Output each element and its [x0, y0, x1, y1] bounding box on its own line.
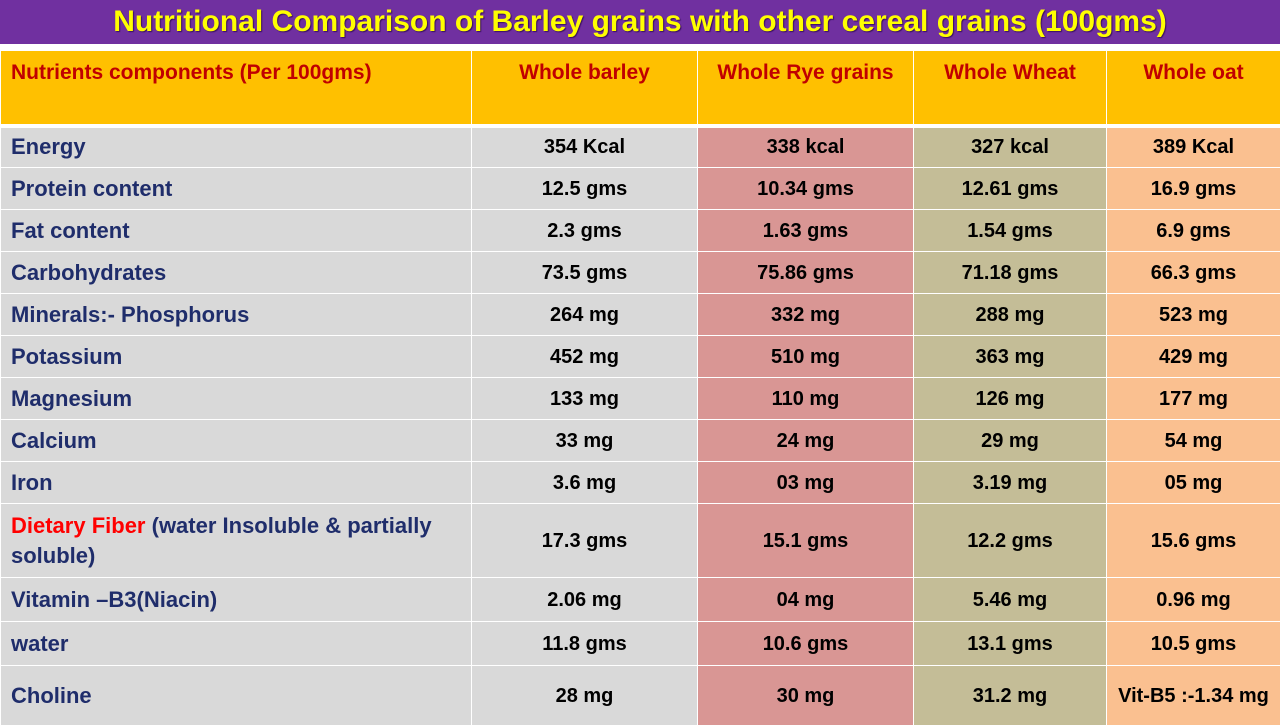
barley-value: 354 Kcal: [472, 126, 698, 168]
rye-value: 03 mg: [698, 462, 914, 504]
barley-value: 73.5 gms: [472, 252, 698, 294]
oat-value: 10.5 gms: [1107, 622, 1280, 666]
page-title: Nutritional Comparison of Barley grains …: [113, 5, 1167, 39]
wheat-value: 1.54 gms: [914, 210, 1107, 252]
table-row: Vitamin –B3(Niacin) 2.06 mg 04 mg 5.46 m…: [1, 578, 1280, 622]
wheat-value: 327 kcal: [914, 126, 1107, 168]
oat-value: 429 mg: [1107, 336, 1280, 378]
nutrient-name: Iron: [1, 462, 472, 504]
rye-value: 15.1 gms: [698, 504, 914, 578]
wheat-value: 71.18 gms: [914, 252, 1107, 294]
barley-value: 2.3 gms: [472, 210, 698, 252]
rye-value: 332 mg: [698, 294, 914, 336]
rye-value: 24 mg: [698, 420, 914, 462]
wheat-value: 126 mg: [914, 378, 1107, 420]
wheat-value: 12.2 gms: [914, 504, 1107, 578]
dietary-fiber-label: Dietary Fiber: [11, 513, 146, 538]
barley-value: 17.3 gms: [472, 504, 698, 578]
nutrient-name: Potassium: [1, 336, 472, 378]
barley-value: 452 mg: [472, 336, 698, 378]
wheat-value: 12.61 gms: [914, 168, 1107, 210]
barley-value: 33 mg: [472, 420, 698, 462]
nutrient-name: Dietary Fiber (water Insoluble & partial…: [1, 504, 472, 578]
wheat-value: 3.19 mg: [914, 462, 1107, 504]
title-bar: Nutritional Comparison of Barley grains …: [0, 0, 1280, 46]
nutrient-name: Vitamin –B3(Niacin): [1, 578, 472, 622]
nutrition-table: Nutrients components (Per 100gms) Whole …: [0, 50, 1280, 726]
table-row: Energy 354 Kcal 338 kcal 327 kcal 389 Kc…: [1, 126, 1280, 168]
header-row: Nutrients components (Per 100gms) Whole …: [1, 51, 1280, 126]
oat-value: 54 mg: [1107, 420, 1280, 462]
rye-value: 10.34 gms: [698, 168, 914, 210]
oat-value: 66.3 gms: [1107, 252, 1280, 294]
table-row: Iron 3.6 mg 03 mg 3.19 mg 05 mg: [1, 462, 1280, 504]
table-row: Dietary Fiber (water Insoluble & partial…: [1, 504, 1280, 578]
nutrient-name: Carbohydrates: [1, 252, 472, 294]
rye-value: 1.63 gms: [698, 210, 914, 252]
rye-value: 510 mg: [698, 336, 914, 378]
nutrient-name: Choline: [1, 666, 472, 726]
oat-value: 05 mg: [1107, 462, 1280, 504]
barley-value: 28 mg: [472, 666, 698, 726]
table-row: water 11.8 gms 10.6 gms 13.1 gms 10.5 gm…: [1, 622, 1280, 666]
header-rye: Whole Rye grains: [698, 51, 914, 126]
wheat-value: 5.46 mg: [914, 578, 1107, 622]
oat-value: 177 mg: [1107, 378, 1280, 420]
wheat-value: 363 mg: [914, 336, 1107, 378]
table-row: Carbohydrates 73.5 gms 75.86 gms 71.18 g…: [1, 252, 1280, 294]
oat-value: Vit-B5 :-1.34 mg: [1107, 666, 1280, 726]
table-row: Choline 28 mg 30 mg 31.2 mg Vit-B5 :-1.3…: [1, 666, 1280, 726]
barley-value: 11.8 gms: [472, 622, 698, 666]
barley-value: 133 mg: [472, 378, 698, 420]
table-row: Protein content 12.5 gms 10.34 gms 12.61…: [1, 168, 1280, 210]
header-nutrient: Nutrients components (Per 100gms): [1, 51, 472, 126]
rye-value: 30 mg: [698, 666, 914, 726]
nutrient-name: Magnesium: [1, 378, 472, 420]
barley-value: 3.6 mg: [472, 462, 698, 504]
header-wheat: Whole Wheat: [914, 51, 1107, 126]
oat-value: 0.96 mg: [1107, 578, 1280, 622]
nutrient-name: Protein content: [1, 168, 472, 210]
table-row: Fat content 2.3 gms 1.63 gms 1.54 gms 6.…: [1, 210, 1280, 252]
table-row: Minerals:- Phosphorus 264 mg 332 mg 288 …: [1, 294, 1280, 336]
wheat-value: 29 mg: [914, 420, 1107, 462]
oat-value: 16.9 gms: [1107, 168, 1280, 210]
rye-value: 110 mg: [698, 378, 914, 420]
nutrient-name: Minerals:- Phosphorus: [1, 294, 472, 336]
nutrient-name: Calcium: [1, 420, 472, 462]
wheat-value: 288 mg: [914, 294, 1107, 336]
header-oat: Whole oat: [1107, 51, 1280, 126]
wheat-value: 13.1 gms: [914, 622, 1107, 666]
rye-value: 10.6 gms: [698, 622, 914, 666]
rye-value: 338 kcal: [698, 126, 914, 168]
oat-value: 523 mg: [1107, 294, 1280, 336]
barley-value: 264 mg: [472, 294, 698, 336]
table-row: Potassium 452 mg 510 mg 363 mg 429 mg: [1, 336, 1280, 378]
rye-value: 75.86 gms: [698, 252, 914, 294]
nutrient-name: water: [1, 622, 472, 666]
table-row: Calcium 33 mg 24 mg 29 mg 54 mg: [1, 420, 1280, 462]
barley-value: 2.06 mg: [472, 578, 698, 622]
nutrient-name: Energy: [1, 126, 472, 168]
wheat-value: 31.2 mg: [914, 666, 1107, 726]
oat-value: 6.9 gms: [1107, 210, 1280, 252]
oat-value: 15.6 gms: [1107, 504, 1280, 578]
oat-value: 389 Kcal: [1107, 126, 1280, 168]
table-row: Magnesium 133 mg 110 mg 126 mg 177 mg: [1, 378, 1280, 420]
rye-value: 04 mg: [698, 578, 914, 622]
header-barley: Whole barley: [472, 51, 698, 126]
nutrient-name: Fat content: [1, 210, 472, 252]
barley-value: 12.5 gms: [472, 168, 698, 210]
